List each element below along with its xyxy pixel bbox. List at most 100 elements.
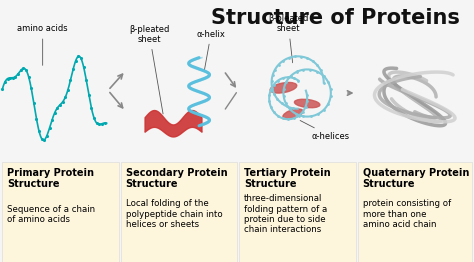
Point — [64, 88, 72, 92]
FancyBboxPatch shape — [239, 162, 356, 262]
Point — [51, 111, 59, 115]
Point — [72, 58, 80, 63]
Point — [320, 80, 328, 85]
Point — [0, 87, 6, 91]
Point — [40, 138, 48, 142]
Point — [292, 112, 300, 116]
Point — [290, 116, 298, 121]
FancyBboxPatch shape — [121, 162, 237, 262]
Point — [269, 73, 276, 78]
Point — [59, 100, 66, 104]
Point — [289, 106, 297, 110]
Point — [280, 94, 287, 98]
Point — [298, 54, 305, 59]
Text: α-helices: α-helices — [300, 121, 350, 141]
Point — [9, 76, 17, 80]
Point — [314, 112, 322, 116]
Point — [33, 116, 40, 121]
Point — [90, 116, 98, 120]
Point — [303, 99, 311, 103]
Text: Structure of Proteins: Structure of Proteins — [211, 8, 460, 28]
Point — [48, 117, 56, 122]
Point — [25, 74, 32, 79]
Point — [292, 54, 299, 58]
Point — [17, 68, 25, 73]
Point — [303, 56, 311, 60]
Point — [56, 103, 64, 107]
Point — [279, 76, 287, 80]
Point — [284, 75, 292, 79]
Point — [283, 104, 291, 108]
Point — [295, 114, 302, 118]
Point — [320, 108, 328, 112]
Point — [287, 74, 295, 78]
Point — [309, 59, 317, 63]
Point — [265, 93, 273, 97]
Point — [285, 56, 293, 60]
Point — [303, 93, 311, 97]
Point — [38, 137, 46, 141]
Ellipse shape — [294, 99, 320, 108]
Text: amino acids: amino acids — [18, 24, 68, 65]
Point — [268, 79, 275, 84]
Point — [286, 107, 294, 111]
Text: protein consisting of
more than one
amino acid chain: protein consisting of more than one amin… — [363, 199, 451, 229]
Text: Tertiary Protein
Structure: Tertiary Protein Structure — [244, 168, 331, 189]
Point — [299, 68, 307, 72]
Point — [270, 83, 278, 87]
Point — [267, 105, 275, 109]
Point — [67, 78, 74, 82]
Point — [274, 79, 282, 83]
Point — [14, 72, 22, 76]
Point — [54, 106, 61, 110]
Point — [85, 92, 92, 97]
Point — [283, 79, 290, 84]
Point — [268, 86, 276, 90]
Point — [302, 105, 310, 109]
Point — [101, 121, 109, 125]
Point — [4, 77, 11, 81]
Point — [319, 74, 327, 78]
Text: β-pleated
sheet: β-pleated sheet — [268, 14, 309, 63]
Point — [267, 88, 275, 92]
Point — [300, 114, 307, 118]
Point — [22, 68, 30, 72]
Point — [284, 117, 292, 121]
Point — [271, 68, 279, 72]
Text: α-helix: α-helix — [197, 30, 225, 71]
Point — [317, 68, 325, 73]
Point — [30, 101, 37, 105]
Point — [299, 110, 307, 114]
Point — [279, 116, 287, 121]
Point — [274, 114, 282, 118]
Point — [46, 126, 53, 130]
Point — [320, 74, 328, 78]
Point — [82, 78, 90, 82]
Point — [327, 94, 334, 99]
Ellipse shape — [270, 83, 297, 93]
Point — [325, 101, 332, 106]
Point — [314, 70, 321, 74]
Point — [80, 65, 87, 69]
Point — [96, 122, 103, 127]
Point — [273, 97, 281, 101]
Text: Sequence of a chain
of amino acids: Sequence of a chain of amino acids — [7, 205, 95, 224]
Point — [74, 54, 82, 58]
Point — [293, 69, 301, 74]
Point — [265, 99, 273, 103]
Ellipse shape — [283, 109, 303, 119]
Point — [69, 67, 77, 72]
Point — [98, 122, 106, 126]
Point — [327, 87, 334, 91]
Point — [7, 76, 14, 80]
Point — [93, 121, 100, 125]
Point — [43, 134, 51, 138]
Point — [88, 106, 95, 110]
Point — [278, 101, 285, 105]
Point — [275, 62, 283, 67]
Point — [307, 114, 315, 118]
Text: Local folding of the
polypeptide chain into
helices or sheets: Local folding of the polypeptide chain i… — [126, 199, 222, 229]
Point — [77, 56, 85, 61]
Point — [62, 95, 69, 100]
Text: Quaternary Protein
Structure: Quaternary Protein Structure — [363, 168, 469, 189]
